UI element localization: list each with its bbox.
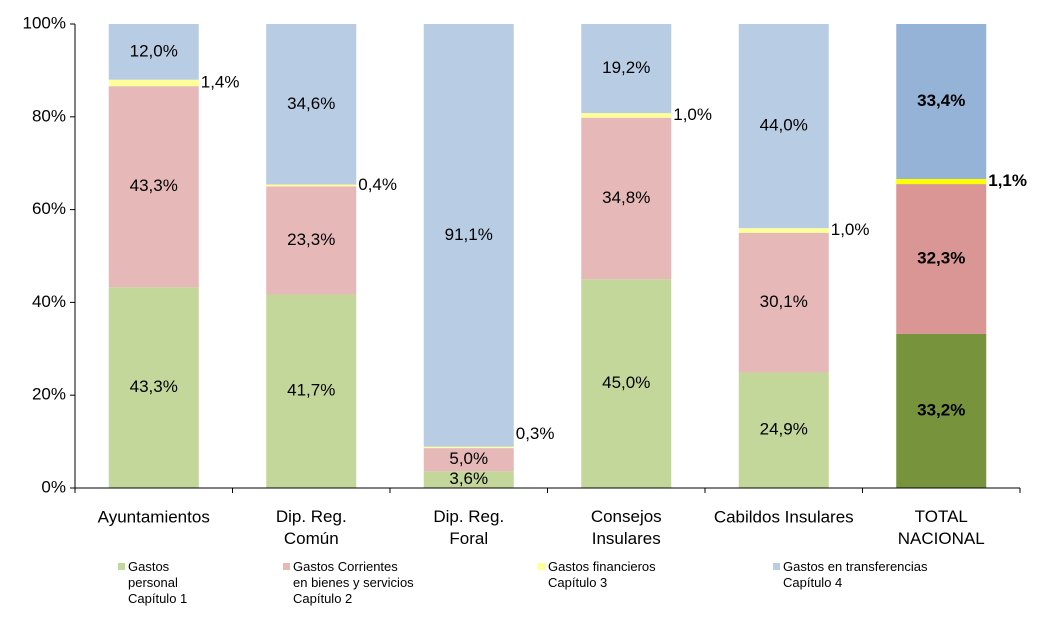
data-label: 0,3% — [516, 424, 555, 443]
x-tick-label: TOTAL NACIONAL — [898, 507, 985, 548]
y-tick-label: 0% — [41, 477, 66, 496]
data-label: 34,8% — [602, 188, 650, 207]
y-tick-label: 100% — [23, 13, 66, 32]
data-label: 33,4% — [917, 91, 965, 110]
y-tick-label: 60% — [32, 199, 66, 218]
bar-segment — [581, 279, 672, 488]
bar-segment — [266, 24, 357, 185]
data-label: 12,0% — [130, 41, 178, 60]
bar-segment — [896, 178, 987, 185]
data-label: 34,6% — [287, 94, 335, 113]
x-tick-label: Consejos Insulares — [591, 507, 662, 548]
bar-segment — [738, 232, 829, 373]
legend-label: Gastos personal Capítulo 1 — [128, 559, 187, 606]
data-label: 45,0% — [602, 373, 650, 392]
bar-segment — [423, 448, 514, 472]
data-label: 43,3% — [130, 176, 178, 195]
bar-segment — [738, 24, 829, 229]
data-label: 0,4% — [358, 175, 397, 194]
legend-label: Gastos en transferencias Capítulo 4 — [783, 559, 928, 590]
x-tick-label: Ayuntamientos — [98, 507, 210, 526]
data-label: 1,0% — [673, 105, 712, 124]
bar-segment — [738, 228, 829, 233]
bar-segment — [738, 372, 829, 488]
data-label: 44,0% — [760, 116, 808, 135]
bar-segment — [581, 117, 672, 280]
legend-swatch — [118, 563, 125, 570]
data-label: 3,6% — [449, 469, 488, 488]
data-label: 1,4% — [201, 72, 240, 91]
data-label: 43,3% — [130, 377, 178, 396]
data-label: 1,1% — [988, 171, 1027, 190]
bar-segment — [266, 186, 357, 295]
data-label: 30,1% — [760, 292, 808, 311]
bar-segment — [581, 24, 672, 114]
bar-segment — [266, 294, 357, 488]
data-label: 1,0% — [831, 220, 870, 239]
bar-segment — [423, 446, 514, 449]
y-tick-label: 20% — [32, 385, 66, 404]
data-label: 24,9% — [760, 420, 808, 439]
legend-swatch — [283, 563, 290, 570]
bar-segment — [108, 79, 199, 87]
bar-segment — [423, 471, 514, 488]
data-label: 32,3% — [917, 249, 965, 268]
bar-segment — [423, 24, 514, 447]
bar-segment — [896, 184, 987, 334]
data-label: 41,7% — [287, 381, 335, 400]
bar-segment — [896, 333, 987, 488]
legend-swatch — [773, 563, 780, 570]
legend-swatch — [538, 563, 545, 570]
x-tick-label: Dip. Reg. Foral — [433, 507, 504, 548]
data-label: 5,0% — [449, 449, 488, 468]
data-label: 91,1% — [445, 225, 493, 244]
data-label: 19,2% — [602, 58, 650, 77]
legend-label: Gastos financieros Capítulo 3 — [548, 559, 656, 590]
bar-segment — [108, 24, 199, 80]
y-tick-label: 40% — [32, 292, 66, 311]
bar-segment — [266, 184, 357, 187]
data-label: 23,3% — [287, 230, 335, 249]
bar-segment — [108, 86, 199, 288]
y-tick-label: 80% — [32, 106, 66, 125]
x-tick-label: Cabildos Insulares — [714, 507, 854, 526]
x-tick-label: Dip. Reg. Común — [276, 507, 347, 548]
bar-segment — [581, 113, 672, 118]
legend-label: Gastos Corrientes en bienes y servicios Ca… — [293, 559, 414, 606]
bar-segment — [896, 24, 987, 179]
data-label: 33,2% — [917, 400, 965, 419]
bar-segment — [108, 287, 199, 488]
